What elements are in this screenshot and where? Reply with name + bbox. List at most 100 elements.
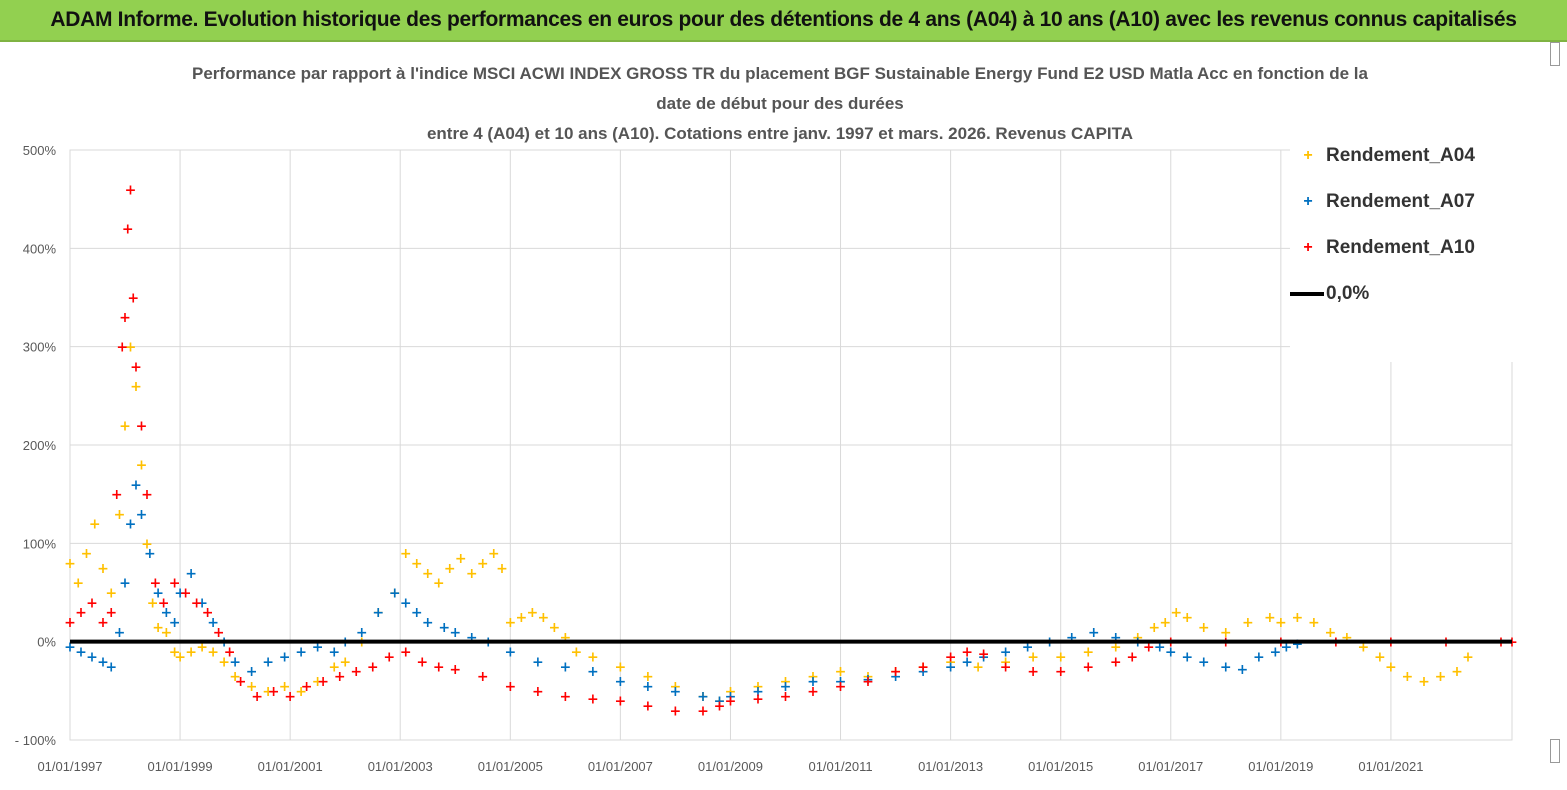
legend-label-a07: Rendement_A07 [1326,191,1475,212]
point-rendement-a04: + [526,605,538,621]
point-rendement-a10: + [978,646,990,662]
y-tick-label: 100% [23,536,57,551]
resize-handle-bottom-right[interactable] [1550,739,1560,763]
point-rendement-a04: + [295,684,307,700]
point-rendement-a04: + [119,418,131,434]
point-rendement-a07: + [422,615,434,631]
point-rendement-a07: + [835,674,847,690]
point-rendement-a10: + [725,694,737,710]
point-rendement-a10: + [149,576,161,592]
point-rendement-a10: + [1000,659,1012,675]
point-rendement-a04: + [670,679,682,695]
point-rendement-a07: + [725,689,737,705]
point-rendement-a04: + [1291,610,1303,626]
point-rendement-a10: + [642,699,654,715]
point-rendement-a07: + [449,625,461,641]
point-rendement-a04: + [515,610,527,626]
point-rendement-a04: + [229,669,241,685]
point-rendement-a04: + [218,654,230,670]
point-rendement-a07: + [279,649,291,665]
point-rendement-a04: + [1148,620,1160,636]
point-rendement-a10: + [862,674,874,690]
point-rendement-a10: + [917,659,929,675]
point-rendement-a04: + [835,664,847,680]
point-rendement-a04: + [174,649,186,665]
y-tick-label: 400% [23,241,57,256]
point-rendement-a07: + [97,654,109,670]
point-rendement-a10: + [158,595,170,611]
point-rendement-a04: + [752,679,764,695]
point-rendement-a04: + [185,645,197,661]
point-rendement-a04: + [1220,625,1232,641]
point-rendement-a10: + [1143,640,1155,656]
y-tick-label: 300% [23,340,57,355]
scatter-chart: - 100% 0% 100% 200% 300% 400% 500% 01/01/1997 0… [15,64,1518,774]
point-rendement-a04: + [1170,605,1182,621]
point-rendement-a07: + [466,630,478,646]
point-rendement-a04: + [972,659,984,675]
point-rendement-a07: + [328,645,340,661]
point-rendement-a04: + [570,645,582,661]
point-rendement-a04: + [64,556,76,572]
point-rendement-a07: + [1154,640,1166,656]
legend-item-zero: 0,0% [1290,283,1369,305]
point-rendement-a07: + [945,659,957,675]
point-rendement-a07: + [262,654,274,670]
point-rendement-a07: + [356,625,368,641]
point-rendement-a10: + [127,291,139,307]
point-rendement-a10: + [400,645,412,661]
point-rendement-a10: + [449,662,461,678]
point-rendement-a07: + [160,605,172,621]
x-tick-label: 01/01/2021 [1358,759,1423,774]
banner-title: ADAM Informe. Evolution historique des p… [0,0,1567,42]
point-rendement-a07: + [207,615,219,631]
point-rendement-a04: + [477,556,489,572]
point-rendement-a04: + [488,546,500,562]
point-rendement-a10: + [213,625,225,641]
legend-marker-a10: + [1303,239,1313,256]
point-rendement-a04: + [455,551,467,567]
point-rendement-a04: + [504,615,516,631]
point-rendement-a04: + [615,659,627,675]
point-rendement-a10: + [235,674,247,690]
chart-title-line-2: date de début pour des durées [656,94,904,113]
point-rendement-a10: + [284,689,296,705]
resize-handle-top-right[interactable] [1550,42,1560,66]
point-rendement-a04: + [279,679,291,695]
point-rendement-a07: + [714,694,726,710]
point-rendement-a07: + [114,625,126,641]
point-rendement-a10: + [587,692,599,708]
point-rendement-a10: + [670,704,682,720]
point-rendement-a04: + [807,669,819,685]
x-tick-label: 01/01/2011 [808,759,872,774]
point-rendement-a07: + [130,477,142,493]
x-tick-label: 01/01/2003 [368,759,433,774]
legend-item-a10: + Rendement_A10 [1290,237,1475,259]
point-rendement-a10: + [301,679,313,695]
point-rendement-a04: + [697,689,709,705]
point-rendement-a07: + [144,546,156,562]
point-rendement-a07: + [752,684,764,700]
point-rendement-a04: + [466,566,478,582]
point-rendement-a07: + [400,595,412,611]
y-tick-label: 200% [23,438,57,453]
point-rendement-a04: + [147,595,159,611]
point-rendement-a07: + [136,507,148,523]
point-rendement-a04: + [372,605,384,621]
y-tick-label: - 100% [15,733,57,748]
point-rendement-a04: + [1055,649,1067,665]
point-rendement-a07: + [615,674,627,690]
point-rendement-a04: + [328,659,340,675]
point-rendement-a04: + [422,566,434,582]
point-rendement-a04: + [1181,610,1193,626]
point-rendement-a10: + [890,664,902,680]
point-rendement-a07: + [1066,630,1078,646]
point-rendement-a04: + [196,640,208,656]
point-rendement-a04: + [130,379,142,395]
point-rendement-a10: + [945,649,957,665]
legend-marker-a04: + [1303,147,1313,164]
point-rendement-a10: + [1110,654,1122,670]
point-rendement-a10: + [111,487,123,503]
y-tick-label: 500% [23,143,57,158]
point-rendement-a07: + [1220,659,1232,675]
